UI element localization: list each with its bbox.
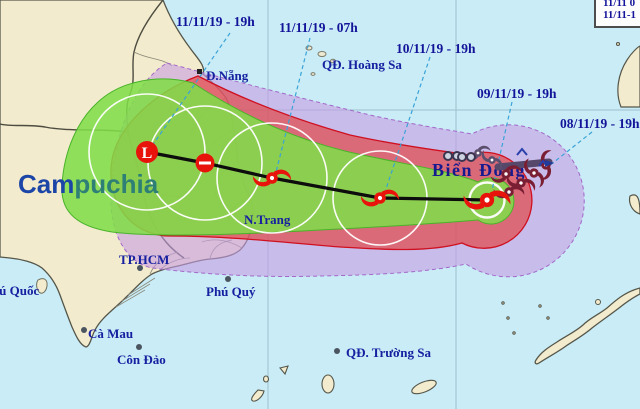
label-campuchia-part1: Cam [18, 169, 74, 199]
timestamp-2: 11/11/19 - 07h [279, 20, 358, 35]
legend-line-1: 11/11 0 [603, 0, 636, 9]
low-pressure-symbol: L [136, 141, 158, 163]
label-nha-trang: N.Trang [244, 212, 291, 227]
map-labels: 11/11/19 - 19h 11/11/19 - 07h 10/11/19 -… [0, 14, 640, 367]
truong-sa-islands [251, 41, 621, 402]
leader-lines [151, 32, 593, 193]
palawan-island [534, 287, 640, 365]
palawan-islet [595, 299, 601, 305]
label-phu-quy: Phú Quý [206, 284, 256, 299]
leader-line-4 [491, 101, 513, 191]
label-phu-quoc: Phú Quốc [0, 283, 39, 298]
phu-quy-marker [225, 276, 231, 282]
label-tp-hcm: TP.HCM [119, 252, 169, 267]
uncertainty-circle-1 [88, 93, 206, 211]
direction-triangle [545, 160, 554, 167]
leader-line-2 [275, 37, 311, 173]
label-hoang-sa: QĐ. Hoàng Sa [322, 57, 402, 72]
label-ca-mau: Cà Mau [88, 326, 133, 341]
danang-marker [197, 69, 202, 74]
label-danang: Đ.Nẵng [206, 68, 249, 83]
tp-hcm-marker [137, 265, 143, 271]
past-track [443, 145, 562, 206]
con-dao-marker [136, 344, 142, 350]
truong-sa-marker [334, 348, 340, 354]
timestamp-5: 08/11/19 - 19h [560, 116, 640, 131]
label-truong-sa: QĐ. Trường Sa [346, 345, 431, 360]
extratropical-symbols [443, 151, 476, 162]
leader-line-3 [384, 56, 431, 193]
offshore-island-east [628, 194, 640, 215]
label-campuchia-part2: puchia [74, 169, 158, 199]
legend-line-2: 11/11-1 [603, 9, 637, 21]
tropical-depression-symbol [195, 153, 215, 173]
uncertainty-circle-3 [216, 122, 328, 234]
leader-line-5 [548, 131, 593, 167]
leader-line-1 [151, 32, 231, 147]
luzon-island [617, 45, 640, 108]
ca-mau-marker [81, 327, 87, 333]
phu-quoc-island [36, 278, 48, 294]
forecast-cone-green [61, 78, 515, 236]
label-con-dao: Côn Đảo [117, 352, 166, 367]
label-campuchia: Campuchia [18, 169, 159, 199]
uncertainty-circle-2 [147, 105, 263, 221]
timestamp-3: 10/11/19 - 19h [396, 41, 476, 56]
storm-symbols: L [136, 141, 514, 221]
timestamp-4: 09/11/19 - 19h [477, 86, 557, 101]
svg-text:L: L [142, 145, 153, 162]
timestamp-1: 11/11/19 - 19h [176, 14, 255, 29]
legend-box: 11/11 0 11/11-1 [594, 0, 640, 28]
